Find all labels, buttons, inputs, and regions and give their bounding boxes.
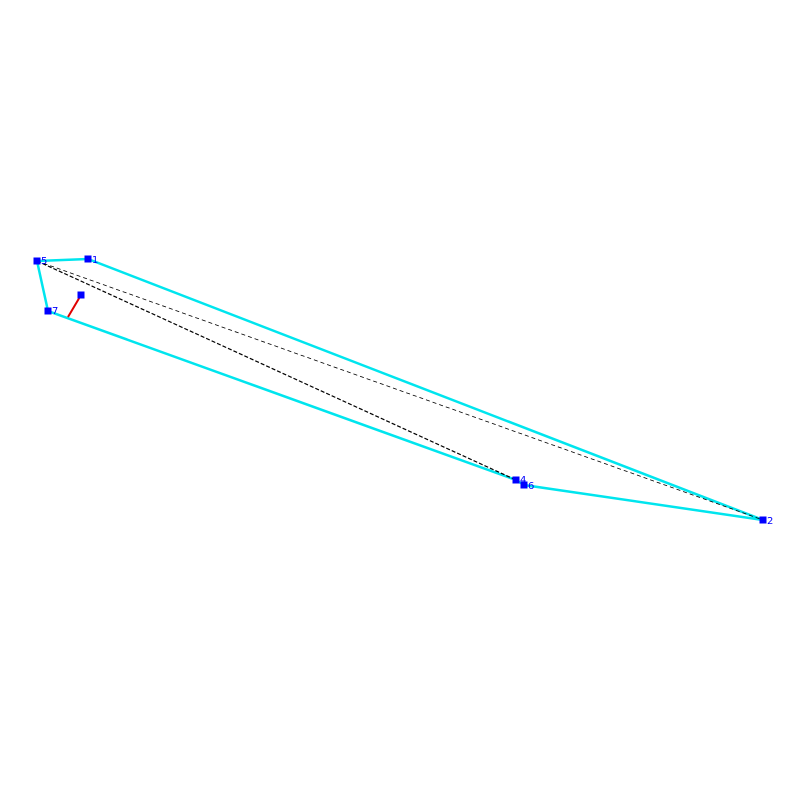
node [759, 516, 767, 524]
node-label: 2 [767, 516, 773, 527]
node-label: 1 [92, 255, 98, 266]
node [512, 476, 520, 484]
node-label: 6 [528, 481, 534, 492]
node-label: 5 [41, 256, 47, 267]
red-segment [67, 294, 82, 318]
dashed-diagonal [36, 260, 517, 481]
node-label: 4 [520, 475, 526, 486]
dashed-diagonal [36, 260, 764, 521]
node-label: 7 [52, 306, 58, 317]
node [44, 307, 52, 315]
node [84, 255, 92, 263]
node [520, 481, 528, 489]
node [33, 257, 41, 265]
node [77, 291, 85, 299]
